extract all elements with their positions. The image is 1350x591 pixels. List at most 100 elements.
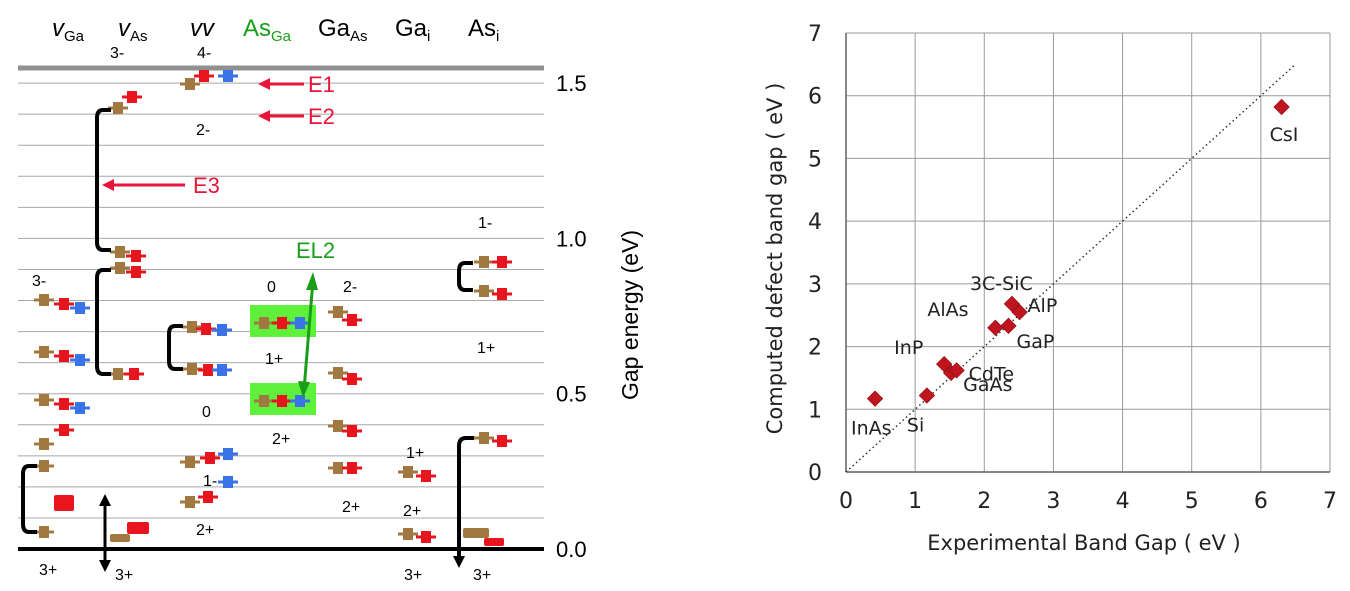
data-point-alas: [987, 319, 1004, 336]
charge-state-label: 4-: [197, 45, 211, 62]
column-header-1: vAs: [118, 15, 148, 45]
data-point-3c-sic: [1003, 295, 1021, 313]
vas-level-red-dot: [131, 250, 141, 262]
x-tick-label: 1: [908, 489, 922, 514]
e3-arrow-head: [102, 179, 114, 191]
y-axis-label: Gap energy (eV): [617, 230, 643, 400]
vv-level-blue-dot: [223, 70, 233, 82]
column-header-5: Gai: [395, 15, 430, 45]
charge-state-label: 2-: [343, 279, 357, 296]
vv-level-red-dot: [205, 452, 215, 464]
column-header-4: GaAs: [318, 15, 368, 45]
data-point-si: [918, 387, 936, 404]
vas-level-red-dot: [127, 91, 137, 103]
el2-arrow: [302, 279, 315, 391]
gai-level-brown-dot: [403, 466, 413, 478]
gaas-level-brown-dot: [333, 306, 343, 318]
vga-level-brown-dot: [39, 460, 49, 472]
y-tick-label: 0.0: [556, 537, 587, 562]
asi-level-brown-dot: [479, 256, 489, 268]
vv-level-blue-dot: [223, 476, 233, 488]
el2-label: EL2: [296, 238, 335, 263]
reference-line: [845, 63, 1296, 473]
vga-level-blue-dot: [75, 402, 85, 414]
vv-level-red-dot: [203, 364, 213, 376]
data-label-csi: CsI: [1270, 124, 1299, 146]
x-tick-label: 0: [839, 489, 853, 514]
asga-level-brown-dot: [259, 317, 269, 329]
vv-level-brown-dot: [185, 456, 195, 468]
y-tick-label: 0: [808, 461, 822, 486]
vv-level-brown-dot: [185, 496, 195, 508]
charge-state-label: 2+: [196, 522, 214, 539]
y-tick-label: 4: [808, 210, 822, 235]
data-label-inas: InAs: [851, 418, 892, 440]
el2-arrow-head-down: [298, 381, 310, 398]
asi-level-red-dot: [497, 288, 507, 300]
vas-double-arrow-up: [99, 494, 111, 506]
x-tick-label: 5: [1185, 489, 1199, 514]
e2-arrow-head: [258, 110, 270, 122]
data-point-gap: [1000, 317, 1017, 335]
e3-label: E3: [193, 173, 220, 198]
charge-state-label: 0: [202, 404, 211, 421]
gaas-level-brown-dot: [333, 420, 343, 432]
charge-state-label: 3+: [39, 562, 57, 579]
asi-level-brown-dot: [479, 432, 489, 444]
bracket-vas-lower: [95, 268, 111, 376]
e2-label: E2: [308, 104, 335, 129]
bracket-vv: [167, 324, 183, 371]
vv-level-red-dot: [199, 70, 209, 82]
data-label-3c-sic: 3C-SiC: [970, 273, 1033, 295]
vga-level-brown-dot: [39, 346, 49, 358]
asga-level-blue-dot: [295, 317, 305, 329]
asi-arrow-head: [453, 556, 465, 568]
asi-level-brown-dot: [479, 285, 489, 297]
gaas-level-brown-dot: [333, 462, 343, 474]
gaas-level-red-dot: [347, 462, 357, 474]
column-header-2: vv: [190, 15, 216, 42]
charge-state-label: 1-: [478, 215, 492, 232]
vga-level-blue-dot: [75, 354, 85, 366]
vas-level-brown-dot: [115, 262, 125, 274]
bracket-vas-upper: [95, 108, 111, 252]
data-point-csi: [1273, 98, 1290, 116]
column-header-0: vGa: [52, 15, 85, 45]
vv-level-brown-dot: [187, 363, 197, 375]
charge-state-label: 3-: [110, 45, 124, 62]
charge-state-label: 0: [267, 279, 276, 296]
x-tick-label: 3: [1046, 489, 1060, 514]
charge-state-label: 2+: [272, 431, 290, 448]
vas-level-red-large: [127, 522, 149, 534]
vga-level-brown-dot: [39, 438, 49, 450]
asi-level-brown-large: [463, 528, 489, 538]
charge-state-label: 1+: [406, 445, 424, 462]
data-label-gaas: GaAs: [963, 374, 1012, 396]
gaas-level-red-dot: [347, 425, 357, 437]
el2-arrow-head-up: [306, 272, 318, 290]
vga-level-red-dot: [59, 298, 69, 310]
asga-level-blue-dot: [295, 395, 305, 407]
column-header-6: Asi: [468, 15, 499, 45]
vga-level-brown-dot: [39, 294, 49, 306]
vv-level-red-dot: [203, 491, 213, 503]
vga-level-brown-dot: [39, 526, 49, 538]
vga-level-red-dot: [59, 350, 69, 362]
vas-level-brown-dot: [113, 368, 123, 380]
gaas-level-red-dot: [347, 373, 357, 385]
asga-level-red-dot: [277, 317, 287, 329]
vv-level-brown-dot: [187, 321, 197, 333]
x-tick-label: 4: [1116, 489, 1130, 514]
gaas-level-red-dot: [347, 314, 357, 326]
data-point-cdte: [948, 362, 965, 379]
data-label-si: Si: [907, 414, 924, 436]
vga-level-red-large: [54, 495, 74, 511]
x-axis-label: Experimental Band Gap ( eV ): [927, 531, 1240, 555]
defect-level-diagram: vGa vAs vv AsGa GaAs Gai Asi 1.5 1.0 0.5 0.0 Gap en…: [18, 15, 643, 584]
vv-level-brown-dot: [185, 78, 195, 90]
charge-state-label: 3+: [404, 567, 422, 584]
vv-level-blue-dot: [217, 364, 227, 376]
data-label-cdte: CdTe: [969, 363, 1014, 385]
charge-state-label: 2+: [342, 499, 360, 516]
